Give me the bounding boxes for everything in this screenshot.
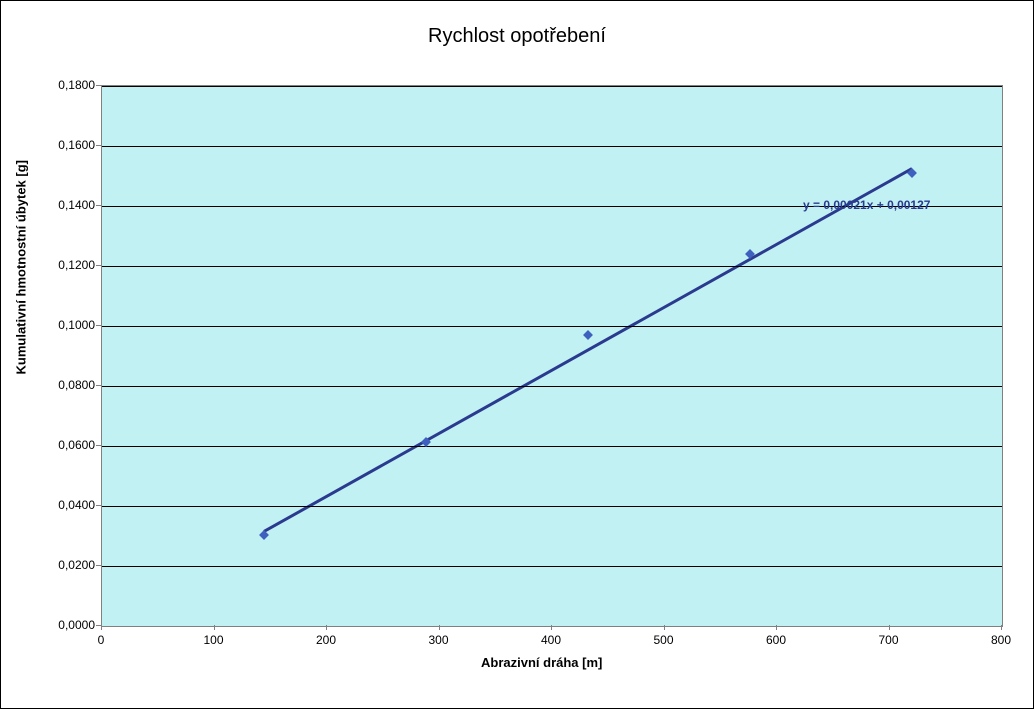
trendline-equation: y = 0,00021x + 0,00127 [803,198,930,212]
x-tick [1001,625,1002,630]
gridline-h [102,566,1002,567]
x-tick [439,625,440,630]
y-tick [96,385,101,386]
gridline-h [102,146,1002,147]
x-tick-label: 0 [81,633,121,647]
y-tick [96,325,101,326]
y-tick [96,565,101,566]
trendline [264,169,912,532]
x-tick-label: 700 [869,633,909,647]
gridline-h [102,506,1002,507]
y-tick-label: 0,1800 [35,78,95,92]
gridline-h [102,326,1002,327]
x-tick-label: 600 [756,633,796,647]
y-tick-label: 0,1600 [35,138,95,152]
gridline-h [102,86,1002,87]
plot-area [101,85,1003,627]
x-tick [776,625,777,630]
chart-title: Rychlost opotřebení [1,25,1033,48]
y-tick-label: 0,0600 [35,438,95,452]
y-tick [96,205,101,206]
gridline-h [102,386,1002,387]
x-tick [664,625,665,630]
x-tick-label: 100 [194,633,234,647]
x-tick-label: 200 [306,633,346,647]
x-tick-label: 500 [644,633,684,647]
y-tick-label: 0,1400 [35,198,95,212]
y-tick [96,265,101,266]
trendline-svg [102,86,1002,626]
y-axis-label: Kumulativní hmotnostní úbytek [g] [14,335,29,375]
x-tick [214,625,215,630]
x-axis-label: Abrazivní dráha [m] [481,655,602,670]
x-tick [101,625,102,630]
y-tick-label: 0,0800 [35,378,95,392]
chart-frame: Rychlost opotřebení Kumulativní hmotnost… [0,0,1034,709]
y-tick [96,505,101,506]
y-tick [96,145,101,146]
gridline-h [102,266,1002,267]
gridline-h [102,446,1002,447]
y-tick-label: 0,1000 [35,318,95,332]
x-tick-label: 400 [531,633,571,647]
x-tick-label: 300 [419,633,459,647]
y-tick-label: 0,0000 [35,618,95,632]
y-tick-label: 0,0200 [35,558,95,572]
y-tick-label: 0,0400 [35,498,95,512]
y-tick [96,85,101,86]
x-tick [551,625,552,630]
y-tick [96,445,101,446]
y-tick-label: 0,1200 [35,258,95,272]
x-tick-label: 800 [981,633,1021,647]
x-tick [326,625,327,630]
x-tick [889,625,890,630]
